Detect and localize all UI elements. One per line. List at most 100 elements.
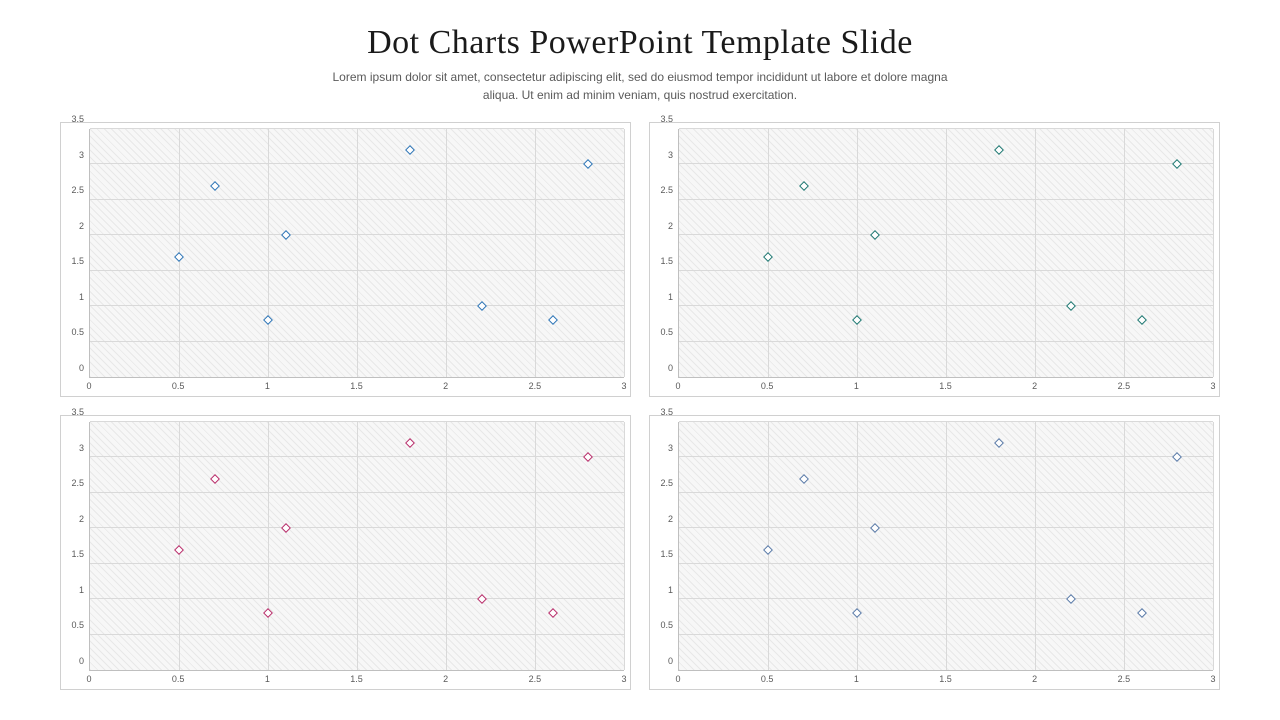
- data-marker: [1172, 159, 1182, 169]
- data-marker: [799, 181, 809, 191]
- y-tick-label: 3.5: [660, 407, 673, 417]
- y-tick-label: 0.5: [71, 620, 84, 630]
- y-tick-label: 1.5: [660, 256, 673, 266]
- data-marker: [548, 315, 558, 325]
- data-marker: [477, 594, 487, 604]
- y-tick-label: 0.5: [71, 327, 84, 337]
- y-tick-label: 1.5: [660, 549, 673, 559]
- gridline-v: [535, 129, 536, 377]
- x-tick-label: 2: [443, 674, 448, 684]
- data-marker: [994, 438, 1004, 448]
- x-tick-label: 3: [621, 674, 626, 684]
- data-marker: [210, 181, 220, 191]
- x-tick-label: 1: [265, 381, 270, 391]
- gridline-v: [357, 422, 358, 670]
- x-tick-label: 0.5: [761, 674, 774, 684]
- plot-area: [89, 422, 624, 671]
- y-tick-label: 2.5: [71, 185, 84, 195]
- gridline-v: [1213, 422, 1214, 670]
- data-marker: [583, 452, 593, 462]
- chart-bottom-right: 00.511.522.533.500.511.522.53: [649, 415, 1220, 690]
- chart-top-right: 00.511.522.533.500.511.522.53: [649, 122, 1220, 397]
- x-tick-label: 1.5: [939, 381, 952, 391]
- x-axis: 00.511.522.53: [678, 671, 1213, 689]
- x-tick-label: 0: [86, 674, 91, 684]
- data-marker: [763, 252, 773, 262]
- data-marker: [263, 315, 273, 325]
- gridline-v: [624, 422, 625, 670]
- y-tick-label: 0.5: [660, 620, 673, 630]
- x-tick-label: 1.5: [350, 674, 363, 684]
- y-tick-label: 1.5: [71, 256, 84, 266]
- gridline-v: [535, 422, 536, 670]
- gridline-v: [1124, 129, 1125, 377]
- data-marker: [174, 545, 184, 555]
- chart-top-left: 00.511.522.533.500.511.522.53: [60, 122, 631, 397]
- y-tick-label: 1: [79, 292, 84, 302]
- x-tick-label: 2: [1032, 674, 1037, 684]
- data-marker: [281, 230, 291, 240]
- y-tick-label: 1: [79, 585, 84, 595]
- data-marker: [1172, 452, 1182, 462]
- y-tick-label: 3.5: [71, 407, 84, 417]
- x-tick-label: 2: [1032, 381, 1037, 391]
- plot-area: [678, 129, 1213, 378]
- data-marker: [799, 474, 809, 484]
- y-axis: 00.511.522.533.5: [61, 416, 89, 689]
- x-tick-label: 2.5: [1118, 674, 1131, 684]
- data-marker: [405, 145, 415, 155]
- y-tick-label: 1: [668, 292, 673, 302]
- data-marker: [1066, 301, 1076, 311]
- data-marker: [763, 545, 773, 555]
- y-tick-label: 0: [79, 656, 84, 666]
- slide: Dot Charts PowerPoint Template Slide Lor…: [0, 0, 1280, 720]
- y-tick-label: 2: [668, 221, 673, 231]
- x-tick-label: 2.5: [1118, 381, 1131, 391]
- plot-wrap: 0 0.5 1 1.5 2 2.5 3: [678, 123, 1219, 396]
- data-marker: [210, 474, 220, 484]
- data-marker: [1137, 315, 1147, 325]
- y-tick-label: 1.5: [71, 549, 84, 559]
- y-tick-label: 1: [668, 585, 673, 595]
- gridline-v: [1124, 422, 1125, 670]
- x-tick-label: 2.5: [529, 381, 542, 391]
- data-marker: [583, 159, 593, 169]
- gridline-v: [857, 129, 858, 377]
- y-tick-label: 3: [668, 443, 673, 453]
- y-tick-label: 2: [79, 221, 84, 231]
- plot-wrap: 00.511.522.53: [678, 416, 1219, 689]
- data-marker: [174, 252, 184, 262]
- x-tick-label: 3: [621, 381, 626, 391]
- data-marker: [852, 608, 862, 618]
- data-marker: [1137, 608, 1147, 618]
- slide-title: Dot Charts PowerPoint Template Slide: [60, 24, 1220, 62]
- data-marker: [548, 608, 558, 618]
- gridline-v: [357, 129, 358, 377]
- x-tick-label: 0.5: [761, 381, 774, 391]
- plot-wrap: 00.511.522.53: [89, 123, 630, 396]
- x-tick-label: 0: [675, 381, 680, 391]
- chart-bottom-left: 00.511.522.533.500.511.522.53: [60, 415, 631, 690]
- plot-wrap: 00.511.522.53: [89, 416, 630, 689]
- y-tick-label: 3.5: [660, 114, 673, 124]
- y-tick-label: 2.5: [660, 478, 673, 488]
- y-tick-label: 3.5: [71, 114, 84, 124]
- gridline-v: [624, 129, 625, 377]
- slide-subtitle: Lorem ipsum dolor sit amet, consectetur …: [320, 68, 960, 104]
- x-tick-label: 3: [1210, 674, 1215, 684]
- x-tick-label: 0: [675, 674, 680, 684]
- data-marker: [281, 523, 291, 533]
- data-marker: [870, 230, 880, 240]
- gridline-v: [446, 129, 447, 377]
- x-tick-label: 3: [1210, 381, 1215, 391]
- x-tick-label: 2.5: [529, 674, 542, 684]
- x-axis: 00.511.522.53: [89, 378, 624, 396]
- data-marker: [477, 301, 487, 311]
- gridline-v: [268, 129, 269, 377]
- y-tick-label: 3: [668, 150, 673, 160]
- x-tick-label: 1: [854, 674, 859, 684]
- x-tick-label: 1: [854, 381, 859, 391]
- x-tick-label: 2: [443, 381, 448, 391]
- gridline-v: [946, 129, 947, 377]
- x-tick-label: 0.5: [172, 674, 185, 684]
